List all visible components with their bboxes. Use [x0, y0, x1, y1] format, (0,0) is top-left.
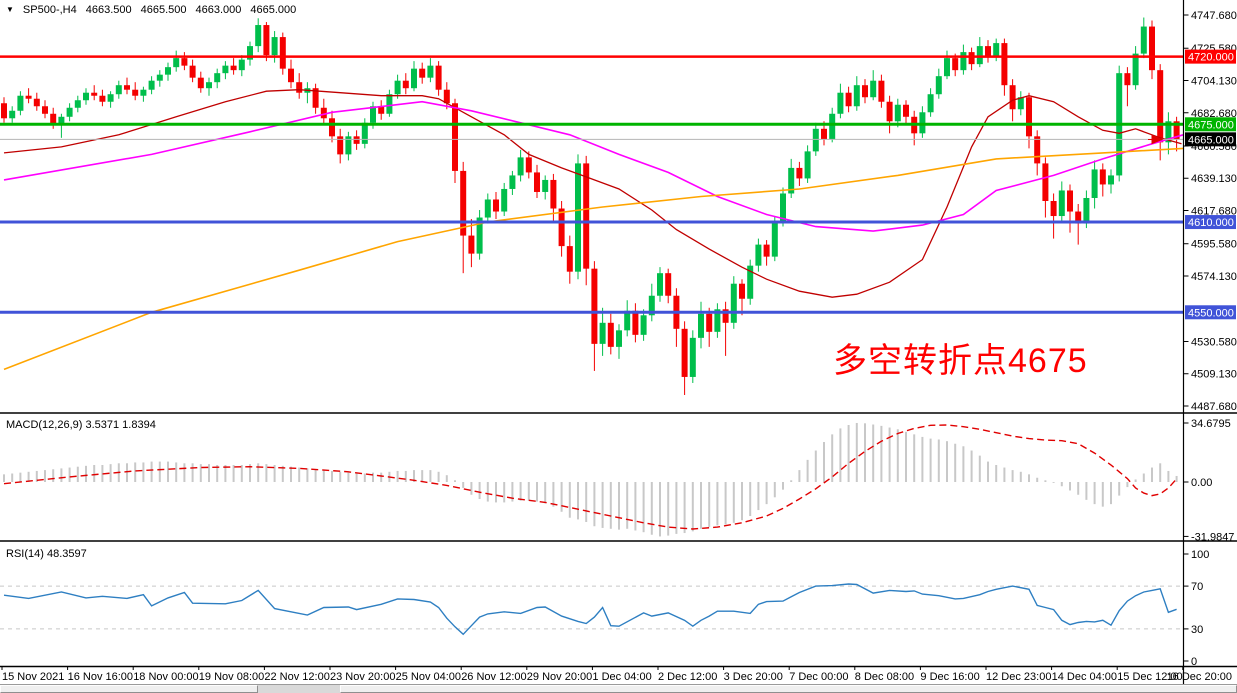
- price-badge-4610: 4610.000: [1185, 215, 1236, 230]
- time-tick-label: 16 Nov 16:00: [68, 671, 133, 683]
- price-tick-label: 4682.680: [1191, 108, 1237, 120]
- time-tick-label: 2 Dec 12:00: [658, 671, 717, 683]
- price-tick-label: 4574.130: [1191, 271, 1237, 283]
- time-tick-label: 29 Nov 20:00: [527, 671, 592, 683]
- symbol-marker-icon[interactable]: ▼: [6, 4, 14, 14]
- price-badge-4665: 4665.000: [1185, 132, 1236, 147]
- quote-open: 4663.500: [85, 4, 132, 16]
- svg-text:34.6795: 34.6795: [1191, 418, 1231, 430]
- time-tick-label: 25 Nov 04:00: [396, 671, 461, 683]
- rsi-indicator-label: RSI(14) 48.3597: [6, 548, 87, 560]
- ma-fast-crimson: [3, 89, 1182, 298]
- time-tick-label: 26 Nov 12:00: [461, 671, 526, 683]
- time-tick-label: 14 Dec 04:00: [1052, 671, 1117, 683]
- ma-slow-orange: [3, 147, 1183, 371]
- time-tick-label: 22 Nov 12:00: [264, 671, 329, 683]
- time-tick-label: 15 Nov 2021: [2, 671, 64, 683]
- time-tick-label: 8 Dec 08:00: [855, 671, 914, 683]
- svg-text:0.00: 0.00: [1191, 477, 1212, 489]
- time-tick-label: 3 Dec 20:00: [724, 671, 783, 683]
- price-badge-4720: 4720.000: [1185, 49, 1236, 64]
- price-axis: 4747.6804725.5804704.1304682.6804660.580…: [1183, 10, 1237, 413]
- svg-text:0: 0: [1191, 656, 1197, 668]
- symbol-period-label: SP500-,H4: [22, 4, 77, 16]
- svg-text:30: 30: [1191, 624, 1203, 636]
- scrollbar-segment-left[interactable]: [0, 685, 258, 693]
- price-badge-4550: 4550.000: [1185, 305, 1236, 320]
- macd-signal-line: [3, 424, 1178, 530]
- time-tick-label: 15 Dec 12:00: [1117, 671, 1182, 683]
- last-price-arrow-icon: [1148, 134, 1164, 145]
- time-tick-label: 7 Dec 00:00: [789, 671, 848, 683]
- price-tick-label: 4747.680: [1191, 10, 1237, 22]
- time-tick-label: 12 Dec 23:00: [986, 671, 1051, 683]
- quote-high: 4665.500: [140, 4, 187, 16]
- candles-layer: [1, 17, 1180, 395]
- macd-indicator-label: MACD(12,26,9) 3.5371 1.8394: [6, 419, 156, 431]
- horizontal-scrollbar[interactable]: [0, 684, 1237, 693]
- price-tick-label: 4617.680: [1191, 206, 1237, 218]
- rsi-panel: [0, 583, 1183, 636]
- price-tick-label: 4704.130: [1191, 75, 1237, 87]
- price-tick-label: 4487.680: [1191, 401, 1237, 413]
- svg-text:100: 100: [1191, 549, 1209, 561]
- time-axis: 15 Nov 2021 16 Nov 16:00 18 Nov 00:00 19 No…: [1, 666, 1232, 683]
- macd-panel: [3, 422, 1178, 537]
- svg-text:4610.000: 4610.000: [1188, 217, 1234, 229]
- time-tick-label: 1 Dec 04:00: [592, 671, 651, 683]
- macd-axis: 34.6795 0.00 -31.9847: [1183, 418, 1234, 543]
- price-tick-label: 4509.130: [1191, 369, 1237, 381]
- svg-text:70: 70: [1191, 581, 1203, 593]
- price-tick-label: 4530.580: [1191, 336, 1237, 348]
- quote-low: 4663.000: [195, 4, 242, 16]
- time-tick-label: 16 Dec 20:00: [1167, 671, 1232, 683]
- price-tick-label: 4639.130: [1191, 173, 1237, 185]
- svg-text:4665.000: 4665.000: [1188, 134, 1234, 146]
- svg-text:4550.000: 4550.000: [1188, 307, 1234, 319]
- scrollbar-thumb[interactable]: [340, 685, 1237, 693]
- price-tick-label: 4595.580: [1191, 239, 1237, 251]
- price-badge-4675: 4675.000: [1185, 117, 1236, 131]
- quote-close: 4665.000: [250, 4, 297, 16]
- time-tick-label: 19 Nov 08:00: [199, 671, 264, 683]
- time-tick-label: 23 Nov 20:00: [330, 671, 395, 683]
- svg-text:4675.000: 4675.000: [1188, 119, 1234, 131]
- svg-text:4720.000: 4720.000: [1188, 52, 1234, 64]
- rsi-axis: 100 70 30 0: [1183, 549, 1209, 668]
- main-price-panel: [0, 17, 1183, 395]
- chart-text-annotation[interactable]: 多空转折点4675: [833, 342, 1088, 380]
- time-tick-label: 18 Nov 00:00: [133, 671, 198, 683]
- svg-text:-31.9847: -31.9847: [1191, 531, 1234, 543]
- rsi-line: [3, 583, 1177, 636]
- time-tick-label: 9 Dec 16:00: [920, 671, 979, 683]
- ma-mid-magenta: [3, 100, 1183, 232]
- quote-bar: ▼ SP500-,H4 4663.500 4665.500 4663.000 4…: [6, 4, 296, 16]
